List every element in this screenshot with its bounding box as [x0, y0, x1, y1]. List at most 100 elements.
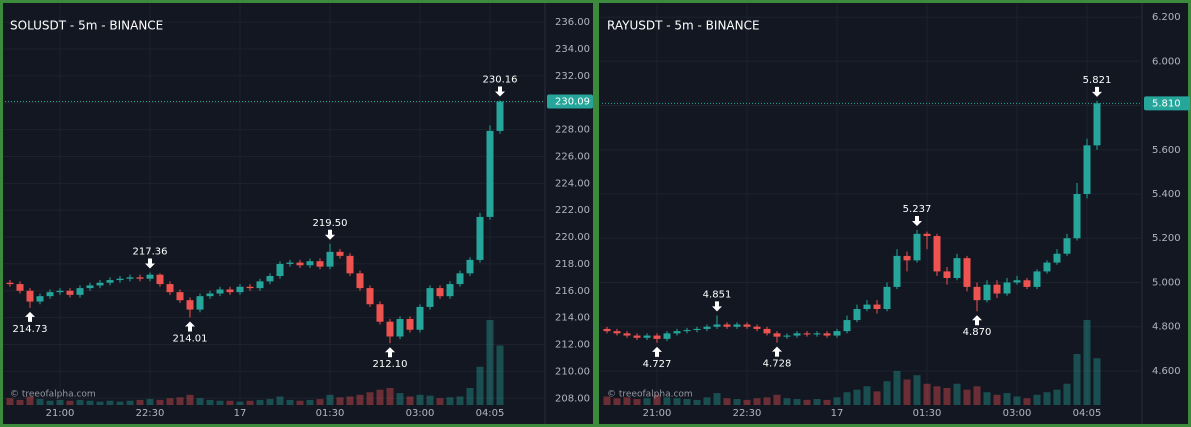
volume-bar: [653, 394, 661, 405]
arrow-up: [25, 311, 35, 322]
volume-bar: [136, 399, 144, 405]
candle-body: [96, 282, 104, 286]
volume-bar: [903, 379, 911, 405]
y-tick-label: 5.600: [1152, 145, 1181, 156]
candle-body: [296, 262, 304, 266]
low-label: 4.870: [963, 327, 992, 338]
volume-bar: [943, 388, 951, 405]
candle-body: [893, 255, 901, 287]
volume-bar: [973, 386, 981, 405]
volume-bar: [56, 399, 64, 405]
arrow-down: [145, 258, 155, 269]
volume-bar: [893, 371, 901, 405]
volume-bar: [773, 394, 781, 405]
candle-body: [106, 280, 114, 283]
last-price-label: 5.810: [1152, 98, 1181, 109]
arrow-up: [652, 346, 662, 357]
volume-bar: [1013, 396, 1021, 405]
volume-bar: [346, 396, 354, 405]
volume-bar: [266, 399, 274, 405]
y-tick-label: 216.00: [555, 286, 590, 297]
candle-body: [456, 273, 464, 285]
candle-body: [376, 304, 384, 322]
arrow-down: [495, 86, 505, 97]
volume-bar: [246, 400, 254, 405]
candle-body: [833, 331, 841, 336]
arrow-down: [325, 229, 335, 240]
volume-bar: [913, 375, 921, 405]
candle-body: [246, 286, 254, 289]
volume-bar: [663, 397, 671, 405]
volume-bar: [793, 399, 801, 405]
candle-body: [6, 282, 14, 285]
y-tick-label: 226.00: [555, 151, 590, 162]
volume-bar: [983, 392, 991, 405]
y-tick-label: 210.00: [555, 366, 590, 377]
low-label: 214.73: [13, 324, 48, 335]
candle-body: [1083, 145, 1091, 195]
candle-body: [653, 335, 661, 339]
volume-bar: [723, 398, 731, 405]
candle-body: [396, 319, 404, 337]
volume-bar: [46, 400, 54, 405]
candle-body: [86, 285, 94, 289]
candle-body: [943, 271, 951, 279]
candle-body: [306, 261, 314, 266]
x-tick-label: 22:30: [733, 408, 762, 419]
y-tick-label: 236.00: [555, 17, 590, 28]
volume-bar: [366, 392, 374, 405]
volume-bar: [206, 399, 214, 405]
candle-body: [743, 324, 751, 327]
volume-bar: [833, 397, 841, 405]
volume-bar: [6, 398, 14, 405]
candle-body: [446, 284, 454, 297]
volume-bar: [426, 395, 434, 405]
volume-bar: [753, 398, 761, 405]
x-tick-label: 04:05: [476, 408, 505, 419]
volume-bar: [863, 386, 871, 405]
candle-body: [216, 289, 224, 294]
volume-bar: [396, 393, 404, 405]
y-tick-label: 214.00: [555, 313, 590, 324]
candle-body: [116, 278, 124, 281]
volume-bar: [436, 398, 444, 405]
volume-bar: [316, 399, 324, 405]
volume-bar: [883, 381, 891, 405]
volume-bar: [356, 394, 364, 405]
x-tick-label: 03:00: [1003, 408, 1032, 419]
volume-bar: [36, 399, 44, 405]
volume-bar: [1033, 394, 1041, 405]
candle-body: [913, 233, 921, 261]
volume-bar: [306, 399, 314, 405]
volume-bar: [873, 391, 881, 405]
candle-body: [326, 251, 334, 267]
volume-bar: [963, 389, 971, 405]
volume-bar: [923, 383, 931, 405]
candle-body: [633, 335, 641, 338]
candle-body: [76, 288, 84, 295]
candle-body: [476, 216, 484, 260]
volume-bar: [683, 399, 691, 405]
y-tick-label: 4.600: [1152, 366, 1181, 377]
x-tick-label: 22:30: [136, 408, 165, 419]
arrow-up: [185, 321, 195, 332]
candle-body: [226, 289, 234, 293]
volume-bar: [176, 397, 184, 405]
volume-bar: [456, 396, 464, 405]
volume-bar: [733, 399, 741, 405]
volume-bar: [713, 393, 721, 405]
last-price-label: 230.09: [555, 96, 590, 107]
candle-body: [66, 290, 74, 295]
candle-body: [603, 328, 611, 332]
candle-body: [963, 258, 971, 287]
candle-body: [723, 324, 731, 327]
candle-body: [1033, 271, 1041, 287]
candle-body: [813, 333, 821, 335]
volume-bar: [286, 399, 294, 405]
candle-body: [1023, 280, 1031, 287]
candle-body: [783, 335, 791, 337]
y-tick-label: 232.00: [555, 71, 590, 82]
x-tick-label: 17: [234, 408, 247, 419]
high-label: 5.821: [1083, 75, 1112, 86]
candle-body: [693, 328, 701, 331]
